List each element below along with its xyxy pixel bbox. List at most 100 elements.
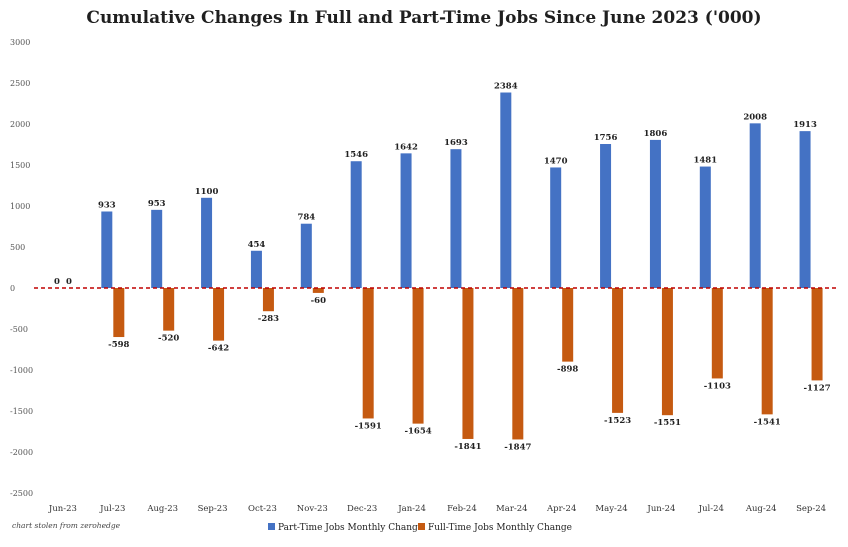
y-tick-label: 500 [10,243,25,252]
part-time-bar [699,166,711,288]
part-time-bar [250,250,262,288]
part-time-data-label: 1546 [344,150,368,160]
part-time-data-label: 1806 [644,129,668,139]
part-time-bar [201,197,213,288]
full-time-data-label: -1523 [604,416,631,426]
y-tick-label: -2000 [10,448,33,457]
full-time-bar [661,288,673,416]
full-time-bar [113,288,125,338]
part-time-data-label: 1756 [594,133,618,143]
x-axis: Jun-23 Jul-23 Aug-23 Sep-23 Oct-23 Nov-23 Dec-… [48,504,826,514]
part-time-bar [500,92,512,289]
full-time-bar [512,288,524,440]
source-note: chart stolen from zerohedge [12,521,121,530]
legend-swatch [268,523,275,530]
x-tick-label: Nov-23 [297,504,328,514]
full-time-bar [562,288,574,362]
x-tick-label: Sep-24 [796,504,826,514]
x-tick-label: Jul-23 [99,504,125,514]
x-tick-label: Oct-23 [248,504,277,514]
part-time-data-label: 1470 [544,156,568,166]
legend-label: Part-Time Jobs Monthly Change [278,523,423,533]
part-time-bar [350,161,362,288]
full-time-data-label: -1847 [504,442,531,452]
part-time-data-label: 784 [297,213,315,223]
part-time-bar [550,167,562,288]
y-tick-label: 1000 [10,202,30,211]
full-time-data-label: -1551 [654,418,681,428]
full-time-data-label: -598 [108,340,129,350]
full-time-data-label: -1841 [454,442,481,452]
full-time-bar [612,288,624,413]
part-time-data-label: 933 [98,200,116,210]
full-time-bar [213,288,225,341]
y-tick-label: -2500 [10,489,33,498]
part-time-data-label: 0 [54,277,60,287]
part-time-bar [649,139,661,288]
part-time-data-label: 1481 [693,156,717,166]
y-tick-label: 3000 [10,38,30,47]
y-tick-label: 1500 [10,161,30,170]
x-tick-label: Feb-24 [447,504,477,514]
x-tick-label: Mar-24 [496,504,528,514]
part-time-data-label: 1100 [195,187,219,197]
full-time-data-label: -60 [311,296,326,306]
x-tick-label: Aug-23 [146,504,178,514]
full-time-bar [711,288,723,379]
part-time-bar [400,153,412,288]
full-time-bar [163,288,175,331]
part-time-data-label: 2384 [494,82,518,92]
x-tick-label: Dec-23 [347,504,377,514]
full-time-data-label: -1591 [355,421,382,431]
part-time-bar [101,211,113,288]
full-time-data-label: -520 [158,334,179,344]
full-time-bar [312,288,324,293]
legend-label: Full-Time Jobs Monthly Change [428,523,572,533]
part-time-data-label: 1642 [394,142,418,152]
full-time-bar [362,288,374,419]
full-time-bar [262,288,274,312]
full-time-data-label: -1103 [704,381,731,391]
full-time-bar [811,288,823,381]
part-time-bar [600,144,612,288]
part-time-bar [151,209,163,288]
part-time-data-label: 1693 [444,138,468,148]
legend-swatch [418,523,425,530]
full-time-data-label: -1127 [803,383,830,393]
part-time-bar [749,123,761,289]
full-time-data-label: -1541 [754,417,781,427]
x-tick-label: Jul-24 [698,504,724,514]
full-time-data-label: -283 [258,314,279,324]
full-time-bar [412,288,424,424]
y-tick-label: 2500 [10,79,30,88]
full-time-data-label: -1654 [404,427,431,437]
legend: Part-Time Jobs Monthly Change Full-Time J… [268,523,572,533]
x-tick-label: May-24 [595,504,627,514]
chart-title: Cumulative Changes In Full and Part-Time… [86,8,762,28]
x-tick-label: Apr-24 [546,504,576,514]
part-time-bar [300,223,312,288]
bar-series [101,92,823,440]
full-time-bar [761,288,773,415]
y-axis: 3000 2500 2000 1500 1000 500 0 -500 -1000 -1500 -2… [10,38,33,498]
x-tick-label: Aug-24 [745,504,777,514]
full-time-data-label: -642 [208,344,229,354]
part-time-data-label: 953 [148,199,166,209]
full-time-data-label: -898 [557,365,578,375]
y-tick-label: 2000 [10,120,30,129]
part-time-data-label: 2008 [743,112,767,122]
part-time-bar [799,131,811,288]
x-tick-label: Sep-23 [198,504,228,514]
part-time-data-label: 1913 [793,120,817,130]
y-tick-label: -1500 [10,407,33,416]
full-time-bar [462,288,474,439]
y-tick-label: 0 [10,284,15,293]
y-tick-label: -1000 [10,366,33,375]
y-tick-label: -500 [10,325,28,334]
full-time-data-label: 0 [66,277,72,287]
x-tick-label: Jan-24 [397,504,426,514]
part-time-data-label: 454 [248,240,266,250]
x-tick-label: Jun-23 [48,504,77,514]
x-tick-label: Jun-24 [646,504,675,514]
